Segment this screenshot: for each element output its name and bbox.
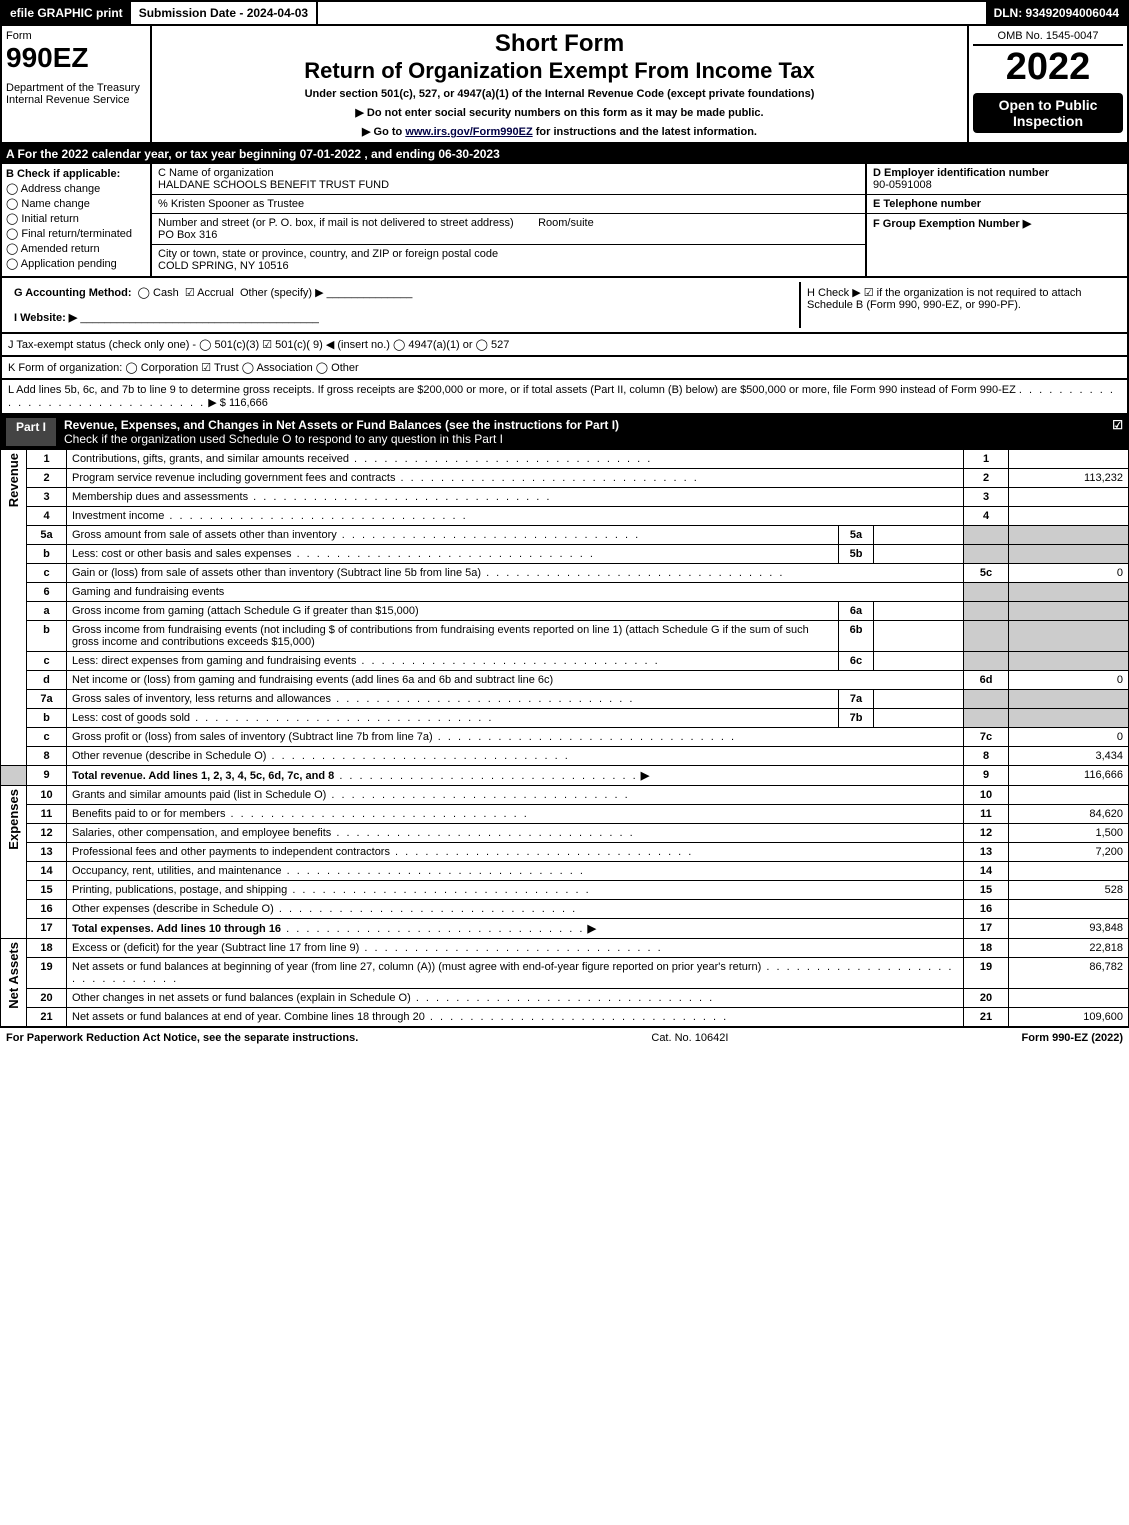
h-check: H Check ▶ ☑ if the organization is not r… [801,282,1121,328]
row-20: 20Other changes in net assets or fund ba… [1,989,1129,1008]
submission-date: Submission Date - 2024-04-03 [131,2,318,24]
tax-year: 2022 [973,46,1123,89]
row-8: 8Other revenue (describe in Schedule O)8… [1,747,1129,766]
chk-initial-return[interactable]: ◯ Initial return [6,212,146,225]
header-right: OMB No. 1545-0047 2022 Open to Public In… [967,26,1127,142]
row-6a: aGross income from gaming (attach Schedu… [1,602,1129,621]
entity-block: B Check if applicable: ◯ Address change … [0,164,1129,278]
row-5a: 5aGross amount from sale of assets other… [1,526,1129,545]
return-title: Return of Organization Exempt From Incom… [156,58,963,84]
row-12: 12Salaries, other compensation, and empl… [1,824,1129,843]
subtitle: Under section 501(c), 527, or 4947(a)(1)… [156,88,963,100]
row-5c: cGain or (loss) from sale of assets othe… [1,564,1129,583]
row-gh: G Accounting Method: ◯ Cash ☑ Accrual Ot… [0,278,1129,334]
form-label: Form [6,30,146,42]
chk-amended[interactable]: ◯ Amended return [6,242,146,255]
pointer-2: ▶ Go to www.irs.gov/Form990EZ for instru… [156,125,963,138]
row-15: 15Printing, publications, postage, and s… [1,881,1129,900]
line-a: A For the 2022 calendar year, or tax yea… [0,144,1129,164]
row-18: Net Assets 18Excess or (deficit) for the… [1,939,1129,958]
pointer-1: ▶ Do not enter social security numbers o… [156,106,963,119]
part-i-checkbox[interactable]: ☑ [1103,418,1123,446]
cat-no: Cat. No. 10642I [358,1032,1021,1044]
row-6c: cLess: direct expenses from gaming and f… [1,652,1129,671]
row-9: 9Total revenue. Add lines 1, 2, 3, 4, 5c… [1,766,1129,786]
row-6: 6Gaming and fundraising events [1,583,1129,602]
addr-cell: Number and street (or P. O. box, if mail… [152,214,865,245]
chk-final-return[interactable]: ◯ Final return/terminated [6,227,146,240]
city-state-zip: COLD SPRING, NY 10516 [158,260,289,272]
row-19: 19Net assets or fund balances at beginni… [1,958,1129,989]
street-address: PO Box 316 [158,229,217,241]
row-k: K Form of organization: ◯ Corporation ☑ … [0,357,1129,380]
row-1: Revenue 1Contributions, gifts, grants, a… [1,450,1129,469]
row-17: 17Total expenses. Add lines 10 through 1… [1,919,1129,939]
row-16: 16Other expenses (describe in Schedule O… [1,900,1129,919]
irs-link[interactable]: www.irs.gov/Form990EZ [405,126,532,138]
col-b: B Check if applicable: ◯ Address change … [2,164,152,276]
row-2: 2Program service revenue including gover… [1,469,1129,488]
dept-label: Department of the Treasury Internal Reve… [6,82,146,106]
city-cell: City or town, state or province, country… [152,245,865,275]
chk-address-change[interactable]: ◯ Address change [6,182,146,195]
header-center: Short Form Return of Organization Exempt… [152,26,967,142]
row-14: 14Occupancy, rent, utilities, and mainte… [1,862,1129,881]
l-amount: ▶ $ 116,666 [208,397,268,409]
org-name-cell: C Name of organization HALDANE SCHOOLS B… [152,164,865,195]
care-of: % Kristen Spooner as Trustee [152,195,865,214]
header-left: Form 990EZ Department of the Treasury In… [2,26,152,142]
part-i-header: Part I Revenue, Expenses, and Changes in… [0,415,1129,449]
short-form-title: Short Form [156,30,963,58]
lines-table: Revenue 1Contributions, gifts, grants, a… [0,449,1129,1027]
row-j: J Tax-exempt status (check only one) - ◯… [0,334,1129,357]
row-4: 4Investment income4 [1,507,1129,526]
omb-number: OMB No. 1545-0047 [973,30,1123,46]
expenses-side: Expenses [6,789,21,850]
open-public: Open to Public Inspection [973,93,1123,133]
row-10: Expenses 10Grants and similar amounts pa… [1,786,1129,805]
chk-name-change[interactable]: ◯ Name change [6,197,146,210]
phone-cell: E Telephone number [867,195,1127,214]
page-footer: For Paperwork Reduction Act Notice, see … [0,1027,1129,1048]
row-3: 3Membership dues and assessments3 [1,488,1129,507]
row-7a: 7aGross sales of inventory, less returns… [1,690,1129,709]
row-13: 13Professional fees and other payments t… [1,843,1129,862]
row-6d: dNet income or (loss) from gaming and fu… [1,671,1129,690]
efile-print[interactable]: efile GRAPHIC print [2,2,131,24]
form-header: Form 990EZ Department of the Treasury In… [0,26,1129,144]
form-ref: Form 990-EZ (2022) [1022,1032,1123,1044]
netassets-side: Net Assets [6,942,21,1009]
row-l: L Add lines 5b, 6c, and 7b to line 9 to … [0,380,1129,415]
row-5b: bLess: cost or other basis and sales exp… [1,545,1129,564]
paperwork-notice: For Paperwork Reduction Act Notice, see … [6,1032,358,1044]
col-de: D Employer identification number 90-0591… [867,164,1127,276]
group-exemption-cell: F Group Exemption Number ▶ [867,214,1127,233]
part-number: Part I [6,418,56,446]
g-accounting: G Accounting Method: ◯ Cash ☑ Accrual Ot… [8,282,801,328]
b-header: B Check if applicable: [6,168,146,180]
col-c: C Name of organization HALDANE SCHOOLS B… [152,164,867,276]
top-bar: efile GRAPHIC print Submission Date - 20… [0,0,1129,26]
row-7b: bLess: cost of goods sold7b [1,709,1129,728]
row-21: 21Net assets or fund balances at end of … [1,1008,1129,1027]
ein-cell: D Employer identification number 90-0591… [867,164,1127,195]
row-11: 11Benefits paid to or for members1184,62… [1,805,1129,824]
row-7c: cGross profit or (loss) from sales of in… [1,728,1129,747]
i-website-lbl: I Website: ▶ [14,312,77,324]
ein: 90-0591008 [873,179,932,191]
org-name: HALDANE SCHOOLS BENEFIT TRUST FUND [158,179,389,191]
row-6b: bGross income from fundraising events (n… [1,621,1129,652]
dln: DLN: 93492094006044 [986,2,1127,24]
form-number: 990EZ [6,42,146,74]
revenue-side: Revenue [6,453,21,507]
chk-application-pending[interactable]: ◯ Application pending [6,257,146,270]
